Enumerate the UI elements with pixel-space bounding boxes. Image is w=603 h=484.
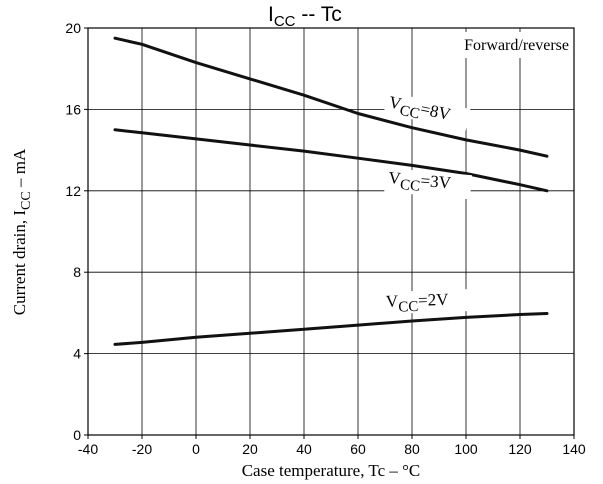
x-axis-title: Case temperature, Tc – °C xyxy=(242,461,421,480)
series-label-text: VCC=3V xyxy=(387,168,452,197)
series-label-background xyxy=(383,91,471,131)
y-tick-label: 0 xyxy=(73,427,81,443)
legend-note-background xyxy=(425,32,571,58)
y-tick-label: 8 xyxy=(73,264,81,280)
y-tick-label: 20 xyxy=(65,20,81,36)
series-lines xyxy=(113,36,549,346)
y-tick-label: 12 xyxy=(65,183,81,199)
series-label-background xyxy=(384,167,472,200)
series-label-background xyxy=(382,289,468,315)
legend-note: Forward/reverse xyxy=(464,37,569,54)
axis-ticks: -40 -20 0 20 40 60 80 100 120 140 0 4 8 12 16 20 xyxy=(65,20,585,457)
chart-title: ICC -- Tc xyxy=(268,3,342,30)
series-line-vcc-3v xyxy=(113,128,549,193)
x-tick-label: 120 xyxy=(508,441,532,457)
y-tick-label: 4 xyxy=(73,346,81,362)
series-line-vcc-8v xyxy=(113,36,549,158)
series-label-text: VCC=2V xyxy=(385,290,449,316)
x-tick-label: -20 xyxy=(132,441,152,457)
plot-frame xyxy=(87,27,575,436)
x-tick-label: 40 xyxy=(296,441,312,457)
x-tick-label: -40 xyxy=(78,441,98,457)
x-tick-label: 20 xyxy=(242,441,258,457)
x-tick-label: 80 xyxy=(404,441,420,457)
x-tick-label: 0 xyxy=(192,441,200,457)
series-label-vcc-3v: VCC=3V xyxy=(384,167,472,200)
y-axis-title: Current drain, ICC – mA xyxy=(10,148,34,315)
series-line-vcc-2v xyxy=(113,312,549,346)
y-tick-label: 16 xyxy=(65,101,81,117)
x-tick-label: 100 xyxy=(454,441,478,457)
series-label-vcc-2v: VCC=2V xyxy=(382,289,468,316)
grid xyxy=(88,28,574,435)
x-tick-label: 60 xyxy=(350,441,366,457)
x-tick-label: 140 xyxy=(562,441,586,457)
series-label-vcc-8v: VCC=8V xyxy=(383,91,471,131)
